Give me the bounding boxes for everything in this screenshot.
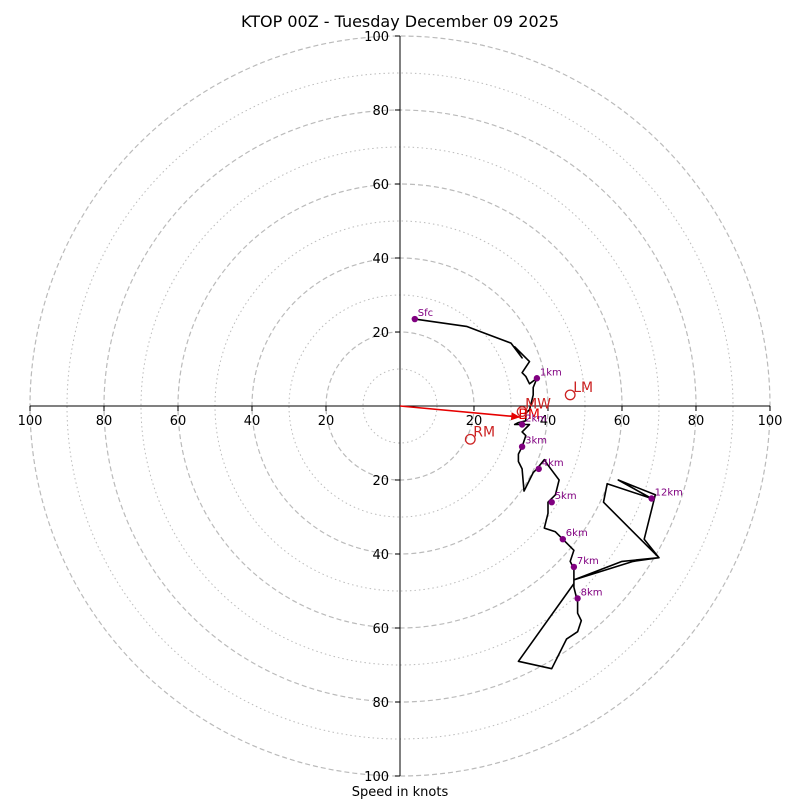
storm-motion-marker	[516, 406, 528, 418]
height-marker-dot	[559, 536, 566, 543]
x-tick-label: 100	[758, 414, 783, 429]
storm-vector-arrowhead	[510, 412, 521, 421]
x-tick-label: 80	[688, 414, 705, 429]
height-marker-dot	[533, 375, 541, 382]
height-markers: Sfc 1km 2km 3km 4km 5km 6km 7km 8km 12km	[411, 308, 683, 602]
y-tick-label: 60	[372, 178, 389, 193]
height-marker-dot	[570, 563, 578, 571]
x-tick-label: 40	[244, 414, 261, 429]
y-tick-label: 80	[372, 104, 389, 119]
storm-motion-label: MW	[525, 397, 551, 413]
height-marker-label: 2km	[525, 414, 547, 425]
storm-motion-marker	[564, 389, 576, 401]
x-tick-label: 60	[614, 414, 631, 429]
height-marker-label: 12km	[655, 488, 683, 499]
y-tick-label: 20	[372, 326, 389, 341]
tick-labels: 100 100 80 80 60 60 40 40 20 20 20 20 40 40 60 60 80 80 10…	[18, 30, 783, 785]
height-marker-label: 3km	[525, 436, 547, 447]
height-marker-label: 8km	[581, 587, 603, 598]
height-marker-dot	[518, 421, 526, 428]
y-tick-label: 100	[364, 30, 389, 45]
height-marker-dot	[548, 499, 555, 506]
x-tick-label: 20	[466, 414, 483, 429]
y-tick-label: 40	[372, 548, 389, 563]
y-tick-label: 20	[372, 474, 389, 489]
storm-vector-line	[399, 405, 521, 418]
height-marker-dot	[535, 465, 542, 473]
y-tick-label: 80	[372, 696, 389, 711]
storm-motion-marker	[464, 433, 476, 445]
storm-motion-label: RM	[473, 424, 495, 440]
height-marker-label: 5km	[555, 491, 577, 502]
height-marker-dot	[518, 443, 526, 450]
x-tick-label: 100	[18, 414, 43, 429]
storm-vector-label: BM	[518, 407, 540, 423]
y-tick-label: 40	[372, 252, 389, 267]
storm-motion-label: LM	[573, 380, 593, 396]
height-marker-dot	[411, 315, 418, 323]
hodograph-line	[414, 318, 660, 670]
x-tick-label: 80	[96, 414, 113, 429]
height-marker-dot	[648, 495, 655, 502]
chart-title: KTOP 00Z - Tuesday December 09 2025	[241, 12, 559, 31]
height-marker-label: 7km	[577, 556, 599, 567]
hodograph-trace	[414, 318, 660, 670]
height-marker-label: 6km	[566, 528, 588, 539]
y-tick-label: 100	[364, 770, 389, 785]
x-tick-label: 60	[170, 414, 187, 429]
x-tick-label: 40	[540, 414, 557, 429]
height-marker-label: Sfc	[418, 308, 433, 319]
height-marker-label: 4km	[542, 458, 564, 469]
y-tick-label: 60	[372, 622, 389, 637]
storm-vector: BM	[399, 405, 540, 423]
height-marker-label: 1km	[540, 367, 562, 378]
height-marker-dot	[574, 595, 581, 602]
storm-motion-markers: LM MW RM	[464, 380, 593, 445]
x-tick-label: 20	[318, 414, 335, 429]
x-axis-label: Speed in knots	[352, 785, 449, 800]
